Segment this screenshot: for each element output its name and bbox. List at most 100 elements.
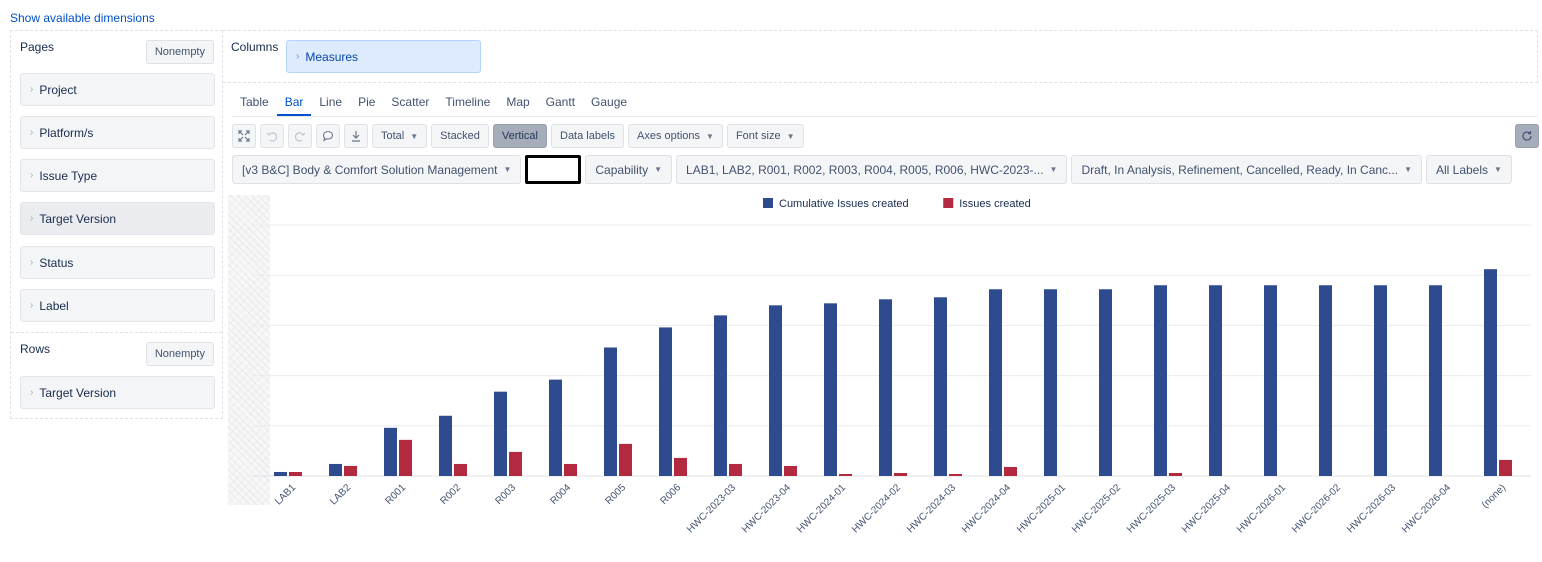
x-tick-label: R002 xyxy=(438,482,463,507)
bar-cumulative[interactable] xyxy=(879,299,892,476)
font-size-label: Font size xyxy=(735,130,781,142)
axes-options-dropdown[interactable]: Axes options ▼ xyxy=(628,124,723,148)
pages-nonempty-button[interactable]: Nonempty xyxy=(145,40,214,64)
tab-line[interactable]: Line xyxy=(319,95,343,109)
bar-created[interactable] xyxy=(674,457,687,476)
bar-created[interactable] xyxy=(289,471,302,476)
bar-chart: Cumulative Issues created Issues created … xyxy=(252,198,1531,535)
chevron-down-icon: ▼ xyxy=(706,131,714,141)
bar-cumulative[interactable] xyxy=(1099,289,1112,476)
platform-filter[interactable] xyxy=(525,155,582,184)
chevron-down-icon: ▼ xyxy=(786,131,795,141)
bar-created[interactable] xyxy=(839,473,852,476)
bar-cumulative[interactable] xyxy=(1264,285,1277,476)
page-dimension-status[interactable]: › Status xyxy=(20,246,215,279)
project-filter[interactable]: [v3 B&C] Body & Comfort Solution Managem… xyxy=(232,155,522,184)
tab-bar[interactable]: Bar xyxy=(276,92,312,116)
undo-icon[interactable] xyxy=(260,124,284,148)
tab-gantt[interactable]: Gantt xyxy=(545,95,576,109)
page-dimension-label[interactable]: › Label xyxy=(20,289,215,322)
rows-nonempty-button[interactable]: Nonempty xyxy=(145,342,214,366)
target-version-filter[interactable]: LAB1, LAB2, R001, R002, R003, R004, R005… xyxy=(676,155,1068,184)
bar-created[interactable] xyxy=(344,465,357,476)
bar-cumulative[interactable] xyxy=(439,415,452,476)
page-dimension-issue-type[interactable]: › Issue Type xyxy=(20,159,215,192)
pages-header: Pages Nonempty xyxy=(11,31,222,71)
page-dimension-platforms[interactable]: › Platform/s xyxy=(20,116,215,149)
vertical-button[interactable]: Vertical xyxy=(492,124,547,148)
expand-icon[interactable] xyxy=(232,124,256,148)
status-filter[interactable]: Draft, In Analysis, Refinement, Cancelle… xyxy=(1071,155,1422,184)
bar-created[interactable] xyxy=(729,463,742,476)
x-tick-label: HWC-2024-01 xyxy=(795,482,848,535)
bar-created[interactable] xyxy=(1499,459,1512,476)
bar-cumulative[interactable] xyxy=(769,305,782,476)
data-labels-button[interactable]: Data labels xyxy=(551,124,625,148)
x-tick-label: HWC-2025-03 xyxy=(1125,482,1178,535)
bar-created[interactable] xyxy=(509,451,522,476)
bar-cumulative[interactable] xyxy=(384,427,397,476)
bar-cumulative[interactable] xyxy=(1429,285,1442,476)
bar-cumulative[interactable] xyxy=(824,303,837,476)
download-icon[interactable] xyxy=(344,124,368,148)
bar-cumulative[interactable] xyxy=(494,391,507,476)
bar-cumulative[interactable] xyxy=(274,471,287,476)
bar-cumulative[interactable] xyxy=(604,347,617,476)
bar-created[interactable] xyxy=(564,463,577,476)
bar-cumulative[interactable] xyxy=(1374,285,1387,476)
hidden-axis-area xyxy=(228,195,270,505)
bar-created[interactable] xyxy=(949,473,962,476)
row-dimension-target-version[interactable]: › Target Version xyxy=(20,376,215,409)
view-tabs: Table Bar Line Pie Scatter Timeline Map … xyxy=(232,92,635,116)
page-dimension-target-version[interactable]: › Target Version xyxy=(20,202,215,235)
bar-cumulative[interactable] xyxy=(714,315,727,476)
issue-type-filter[interactable]: Capability ▼ xyxy=(585,155,673,184)
chevron-right-icon: › xyxy=(30,84,34,95)
bar-cumulative[interactable] xyxy=(329,463,342,476)
show-dimensions-link[interactable]: Show available dimensions xyxy=(10,11,155,25)
bar-cumulative[interactable] xyxy=(934,297,947,476)
total-dropdown[interactable]: Total ▼ xyxy=(372,124,428,148)
bar-cumulative[interactable] xyxy=(1484,269,1497,476)
chart-bars xyxy=(274,269,1512,476)
bar-cumulative[interactable] xyxy=(1209,285,1222,476)
x-tick-label: HWC-2025-02 xyxy=(1070,482,1123,535)
bar-created[interactable] xyxy=(399,439,412,476)
redo-icon[interactable] xyxy=(288,124,312,148)
column-dimension-measures[interactable]: › Measures xyxy=(286,40,481,73)
x-tick-label: HWC-2023-03 xyxy=(685,482,738,535)
bar-cumulative[interactable] xyxy=(1044,289,1057,476)
bar-created[interactable] xyxy=(1169,472,1182,476)
bar-created[interactable] xyxy=(1004,466,1017,476)
tab-gauge[interactable]: Gauge xyxy=(591,95,628,109)
bar-created[interactable] xyxy=(619,443,632,476)
label-filter[interactable]: All Labels ▼ xyxy=(1425,155,1512,184)
tab-map[interactable]: Map xyxy=(506,95,530,109)
page-dimension-project[interactable]: › Project xyxy=(20,73,215,106)
bar-created[interactable] xyxy=(894,472,907,476)
bar-cumulative[interactable] xyxy=(989,289,1002,476)
legend-label[interactable]: Cumulative Issues created xyxy=(779,198,909,210)
comment-icon[interactable] xyxy=(316,124,340,148)
bar-cumulative[interactable] xyxy=(1154,285,1167,476)
refresh-icon[interactable] xyxy=(1515,124,1539,148)
rows-divider xyxy=(11,332,222,333)
bar-created[interactable] xyxy=(454,463,467,476)
tab-timeline[interactable]: Timeline xyxy=(445,95,491,109)
chevron-down-icon: ▼ xyxy=(503,165,512,174)
bar-cumulative[interactable] xyxy=(549,379,562,476)
dimension-label: Status xyxy=(39,255,74,270)
stacked-button[interactable]: Stacked xyxy=(431,124,489,148)
tab-table[interactable]: Table xyxy=(240,95,269,109)
tab-pie[interactable]: Pie xyxy=(358,95,376,109)
bar-cumulative[interactable] xyxy=(659,327,672,476)
font-size-dropdown[interactable]: Font size ▼ xyxy=(726,124,804,148)
bar-cumulative[interactable] xyxy=(1319,285,1332,476)
chevron-down-icon: ▼ xyxy=(1404,165,1412,174)
chevron-right-icon: › xyxy=(30,387,34,398)
legend-label[interactable]: Issues created xyxy=(959,198,1031,210)
pages-title: Pages xyxy=(20,40,55,54)
tab-scatter[interactable]: Scatter xyxy=(391,95,430,109)
issue-type-filter-value: Capability xyxy=(595,162,649,177)
bar-created[interactable] xyxy=(784,465,797,476)
